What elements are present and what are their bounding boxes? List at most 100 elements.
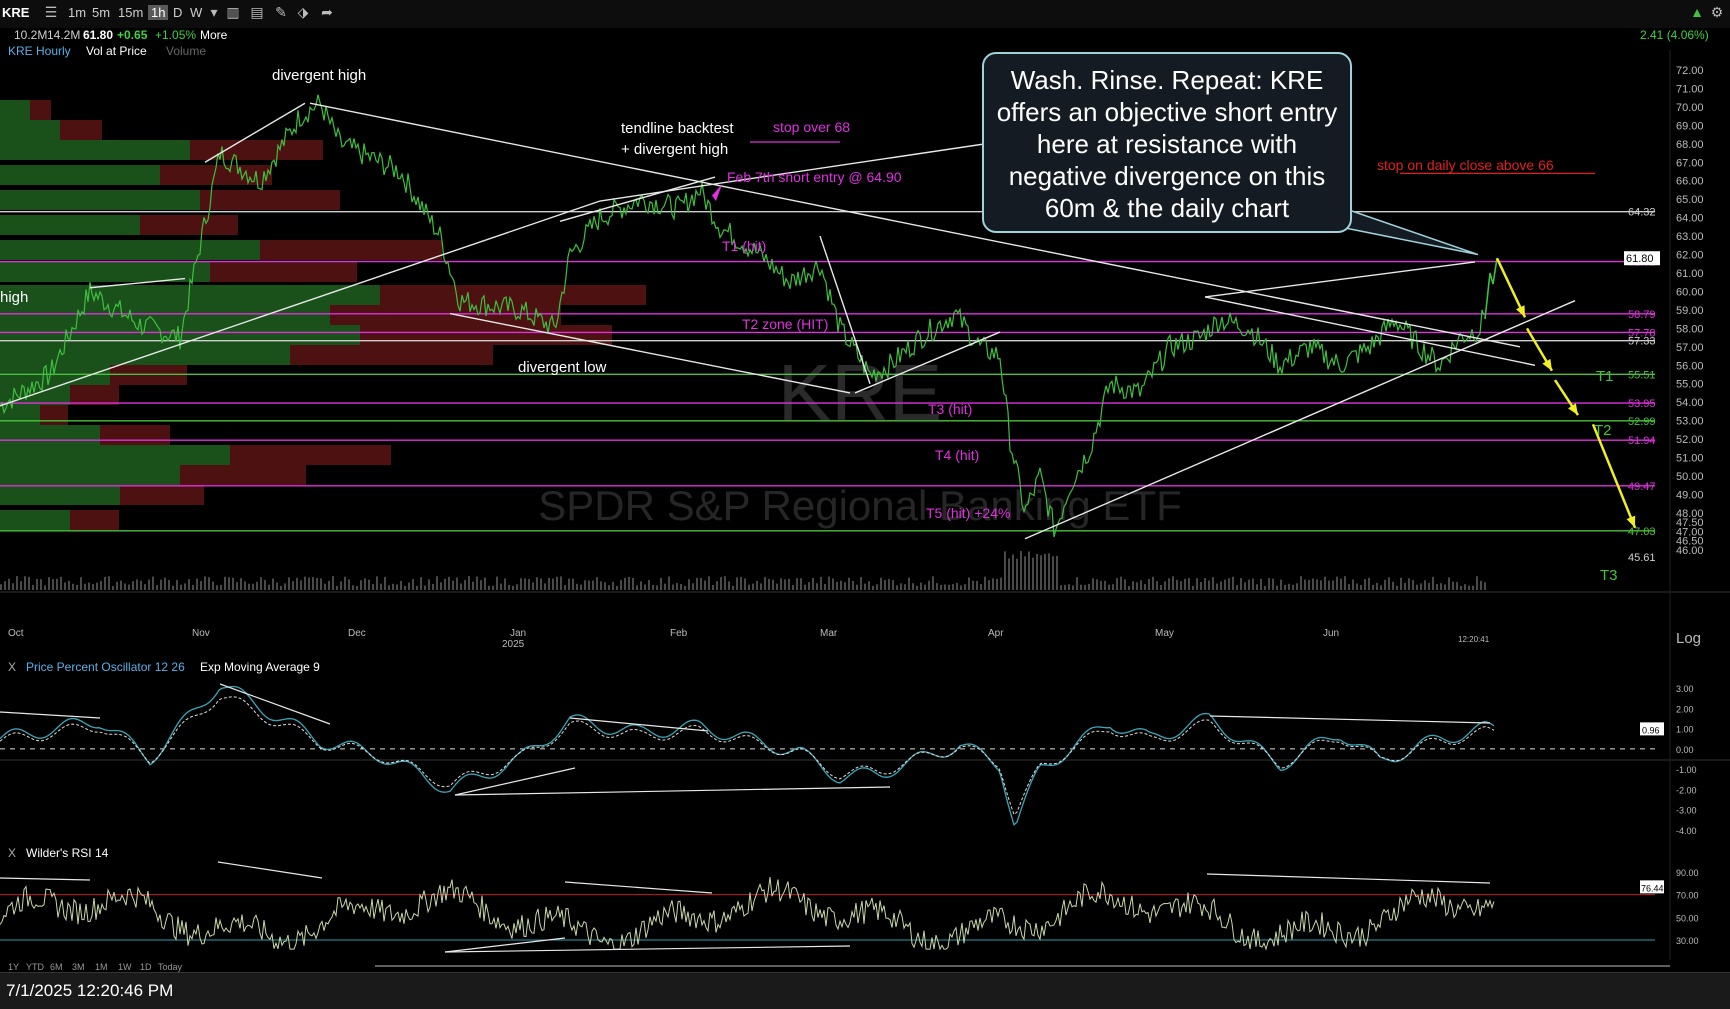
ppo-tick: -2.00 [1676,785,1697,795]
volume-bar [336,585,338,590]
vap-bar-red [60,120,102,140]
volume-bar [624,577,626,590]
volume-bar [596,577,598,590]
more-button[interactable]: More [200,28,228,42]
range-button-1w[interactable]: 1W [118,962,132,972]
rsi-tick: 70.00 [1676,891,1699,901]
arrow-head [1626,515,1636,528]
volume-bar [220,584,222,590]
volume-bar [232,577,234,590]
chart-type-icon[interactable]: ▥ [226,4,240,20]
volume-bar [156,585,158,590]
volume-bar [1132,581,1134,590]
price-tick: 65.00 [1676,194,1704,206]
volume-bar [764,577,766,590]
volume-bar [1404,582,1406,590]
range-button-today[interactable]: Today [158,962,183,972]
vap-bar-green [0,405,40,425]
time-label: Feb [670,628,688,639]
last-price: 61.80 [83,28,114,42]
volume-bar [552,578,554,590]
volume-bar [12,583,14,590]
symbol-box[interactable]: KRE [2,5,30,20]
volume-bar [528,579,530,590]
volume-bar [228,577,230,590]
range-button-6m[interactable]: 6M [50,962,63,972]
volume-bar [112,585,114,590]
volume-bar [672,584,674,590]
volume-bar [1388,577,1390,590]
tag-icon[interactable]: ⬗ [297,4,309,20]
volume-bar [224,576,226,590]
rsi-value: 76.44 [1641,883,1664,893]
volume-bar [1048,553,1050,590]
price-tick: 48.00 [1676,508,1704,520]
volume-bar [1432,576,1434,590]
price-tick: 51.00 [1676,453,1704,465]
volume-bar [716,581,718,590]
volume-bar [300,580,302,590]
volume-bar [936,583,938,590]
chevron-down-icon[interactable]: ▾ [210,4,218,20]
level-label: 57.78 [1628,327,1656,339]
right-change: 2.41 (4.06%) [1640,28,1709,42]
price-tick: 63.00 [1676,231,1704,243]
label-high: high [0,289,28,306]
volume-bar [1320,580,1322,590]
volume-bar [928,580,930,590]
range-button-1d[interactable]: 1D [140,962,152,972]
volume-bar [932,576,934,590]
volume-bar [1412,580,1414,590]
range-button-1m[interactable]: 1M [95,962,108,972]
trendline [449,312,851,394]
interval-5m[interactable]: 5m [92,5,111,20]
range-button-1y[interactable]: 1Y [8,962,19,972]
annotation-callout: Wash. Rinse. Repeat: KRE offers an objec… [982,52,1352,233]
studies-icon[interactable]: ▤ [250,4,264,20]
volume-bar [1116,578,1118,590]
volume-bar [56,578,58,590]
price-tick: 72.00 [1676,65,1704,77]
price-spike [1484,258,1498,320]
price-tick: 59.00 [1676,305,1704,317]
trendline [819,235,871,384]
volume-bar [440,582,442,590]
range-button-3m[interactable]: 3M [72,962,85,972]
interval-15m[interactable]: 15m [118,5,144,20]
volume-bar [1372,584,1374,590]
volume-bar [1376,582,1378,590]
volume-bar [1308,579,1310,590]
vap-bar-green [0,100,30,120]
volume-bar [1204,578,1206,590]
volume-bar [1152,576,1154,590]
interval-1m[interactable]: 1m [68,5,87,20]
price-tick: 61.00 [1676,268,1704,280]
volume-bar [904,584,906,590]
interval-d[interactable]: D [173,5,183,20]
volume-bar [976,580,978,590]
volume-bar [1172,576,1174,590]
time-label: Jun [1323,628,1339,639]
volume-bar [64,582,66,590]
ppo-value: 0.96 [1642,725,1660,735]
interval-1h[interactable]: 1h [148,5,169,20]
volume-bar [1056,555,1058,590]
settings-icon[interactable]: ⚙ [1710,4,1724,20]
volume-bar [312,577,314,590]
vap-bar-red [120,485,204,505]
rsi-tick: 30.00 [1676,936,1699,946]
range-button-ytd[interactable]: YTD [26,962,45,972]
share-icon[interactable]: ➦ [321,4,333,20]
volume-bar [984,576,986,590]
draw-pencil-icon[interactable]: ✎ [275,4,287,20]
volume-bar [996,578,998,590]
volume-bar [296,577,298,590]
list-icon[interactable]: ☰ [44,4,58,20]
price-tick: 54.00 [1676,397,1704,409]
vap-bar-red [260,240,442,260]
trendline [1204,296,1536,366]
volume-bar [304,576,306,590]
volume-bar [896,585,898,590]
vap-bar-green [0,485,120,505]
interval-w[interactable]: W [190,5,203,20]
